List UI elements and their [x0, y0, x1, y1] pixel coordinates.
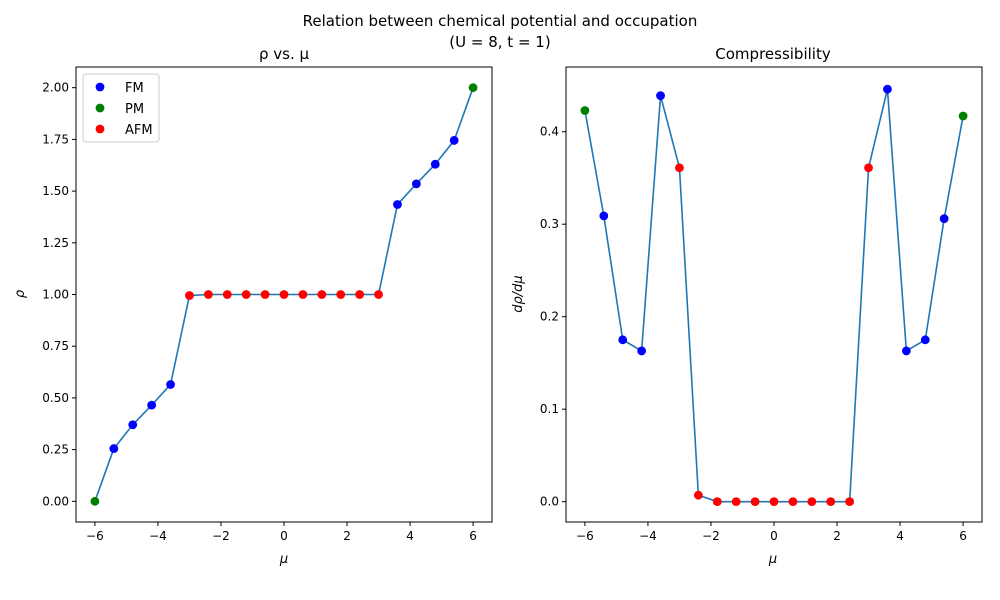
x-tick-label: 2: [343, 529, 351, 543]
y-tick-label: 0.75: [42, 339, 69, 353]
x-tick-label: −6: [86, 529, 104, 543]
x-tick-label: 6: [469, 529, 477, 543]
legend-label: FM: [125, 81, 144, 96]
y-tick-label: 0.25: [42, 443, 69, 457]
data-point-fm: [901, 346, 911, 356]
y-axis-label: ρ: [13, 289, 28, 298]
data-point-fm: [920, 335, 930, 345]
data-point-afm: [712, 497, 722, 507]
data-point-afm: [185, 291, 194, 300]
x-tick-label: 4: [406, 529, 414, 543]
legend-marker-fm: [95, 82, 105, 92]
data-point-fm: [430, 159, 440, 169]
x-tick-label: 0: [770, 529, 778, 543]
axes-frame: [565, 66, 983, 523]
y-tick-label: 0.1: [540, 402, 559, 416]
data-point-afm: [336, 290, 346, 299]
data-point-pm: [958, 111, 968, 121]
data-point-fm: [449, 136, 459, 145]
x-tick-label: −4: [149, 529, 167, 543]
data-point-afm: [788, 497, 798, 507]
data-point-afm: [731, 497, 741, 507]
y-tick-label: 0.4: [540, 125, 559, 139]
y-axis-label: dρ/dμ: [511, 275, 526, 312]
data-point-fm: [393, 200, 402, 209]
legend-marker-pm: [95, 103, 105, 113]
x-axis-label: μ: [279, 552, 288, 567]
panel-title: Compressibility: [715, 45, 831, 63]
data-point-fm: [939, 214, 949, 224]
axes-frame: [75, 66, 493, 523]
y-tick-label: 1.50: [42, 184, 69, 198]
data-point-afm: [260, 290, 270, 299]
y-tick-label: 0.0: [540, 495, 559, 509]
y-tick-label: 1.00: [42, 288, 69, 302]
data-point-fm: [109, 444, 119, 453]
x-tick-label: 2: [833, 529, 841, 543]
data-point-fm: [128, 420, 138, 430]
data-point-fm: [147, 400, 157, 410]
data-point-fm: [618, 335, 628, 345]
data-point-fm: [656, 91, 665, 101]
compressibility-panel: Compressibility μ dρ/dμ −6 −4 −2 0 2 4 6 0.0 0.1…: [511, 45, 983, 567]
figure-title-line1: Relation between chemical potential and …: [303, 12, 698, 30]
x-tick-label: −6: [576, 529, 594, 543]
data-point-pm: [468, 83, 478, 93]
data-point-pm: [90, 496, 100, 506]
x-axis-label: μ: [768, 552, 777, 567]
y-tick-label: 2.00: [42, 81, 69, 95]
data-point-afm: [826, 497, 836, 507]
data-point-fm: [411, 179, 421, 189]
y-tick-label: 0.3: [540, 217, 559, 231]
data-point-afm: [222, 290, 232, 299]
y-tick-label: 1.25: [42, 236, 69, 250]
data-point-afm: [317, 290, 327, 299]
data-point-afm: [241, 290, 251, 299]
data-point-fm: [599, 211, 609, 221]
data-point-afm: [374, 290, 383, 299]
data-point-afm: [298, 290, 308, 299]
data-point-fm: [637, 346, 647, 356]
legend-marker-afm: [95, 124, 105, 134]
legend: [82, 73, 160, 143]
legend-label: AFM: [125, 123, 153, 138]
figure-title-line2: (U = 8, t = 1): [449, 33, 550, 51]
x-tick-label: −2: [702, 529, 720, 543]
data-point-afm: [279, 290, 289, 299]
legend-label: PM: [125, 102, 144, 117]
data-point-afm: [864, 163, 873, 173]
data-point-pm: [580, 106, 590, 115]
series-line: [584, 89, 964, 503]
data-point-afm: [769, 497, 779, 507]
data-point-afm: [750, 497, 760, 507]
y-tick-label: 0.50: [42, 391, 69, 405]
y-tick-label: 1.75: [42, 132, 69, 146]
data-point-afm: [693, 490, 703, 500]
y-tick-label: 0.2: [540, 310, 559, 324]
y-tick-label: 0.00: [42, 494, 69, 508]
x-tick-label: −2: [212, 529, 230, 543]
data-point-afm: [203, 290, 213, 299]
x-tick-label: −4: [639, 529, 657, 543]
data-point-afm: [675, 163, 684, 173]
data-point-fm: [883, 84, 892, 94]
data-point-afm: [807, 497, 817, 507]
x-tick-label: 0: [280, 529, 288, 543]
rho-vs-mu-panel: ρ vs. μ μ ρ −6 −4 −2 0 2 4 6 0.00 0.25 0.50 0.75 1.…: [13, 45, 493, 567]
data-point-fm: [166, 380, 175, 389]
data-point-afm: [845, 497, 855, 507]
panel-title: ρ vs. μ: [259, 45, 310, 63]
data-point-afm: [355, 290, 365, 299]
x-tick-label: 4: [896, 529, 904, 543]
x-tick-label: 6: [959, 529, 967, 543]
